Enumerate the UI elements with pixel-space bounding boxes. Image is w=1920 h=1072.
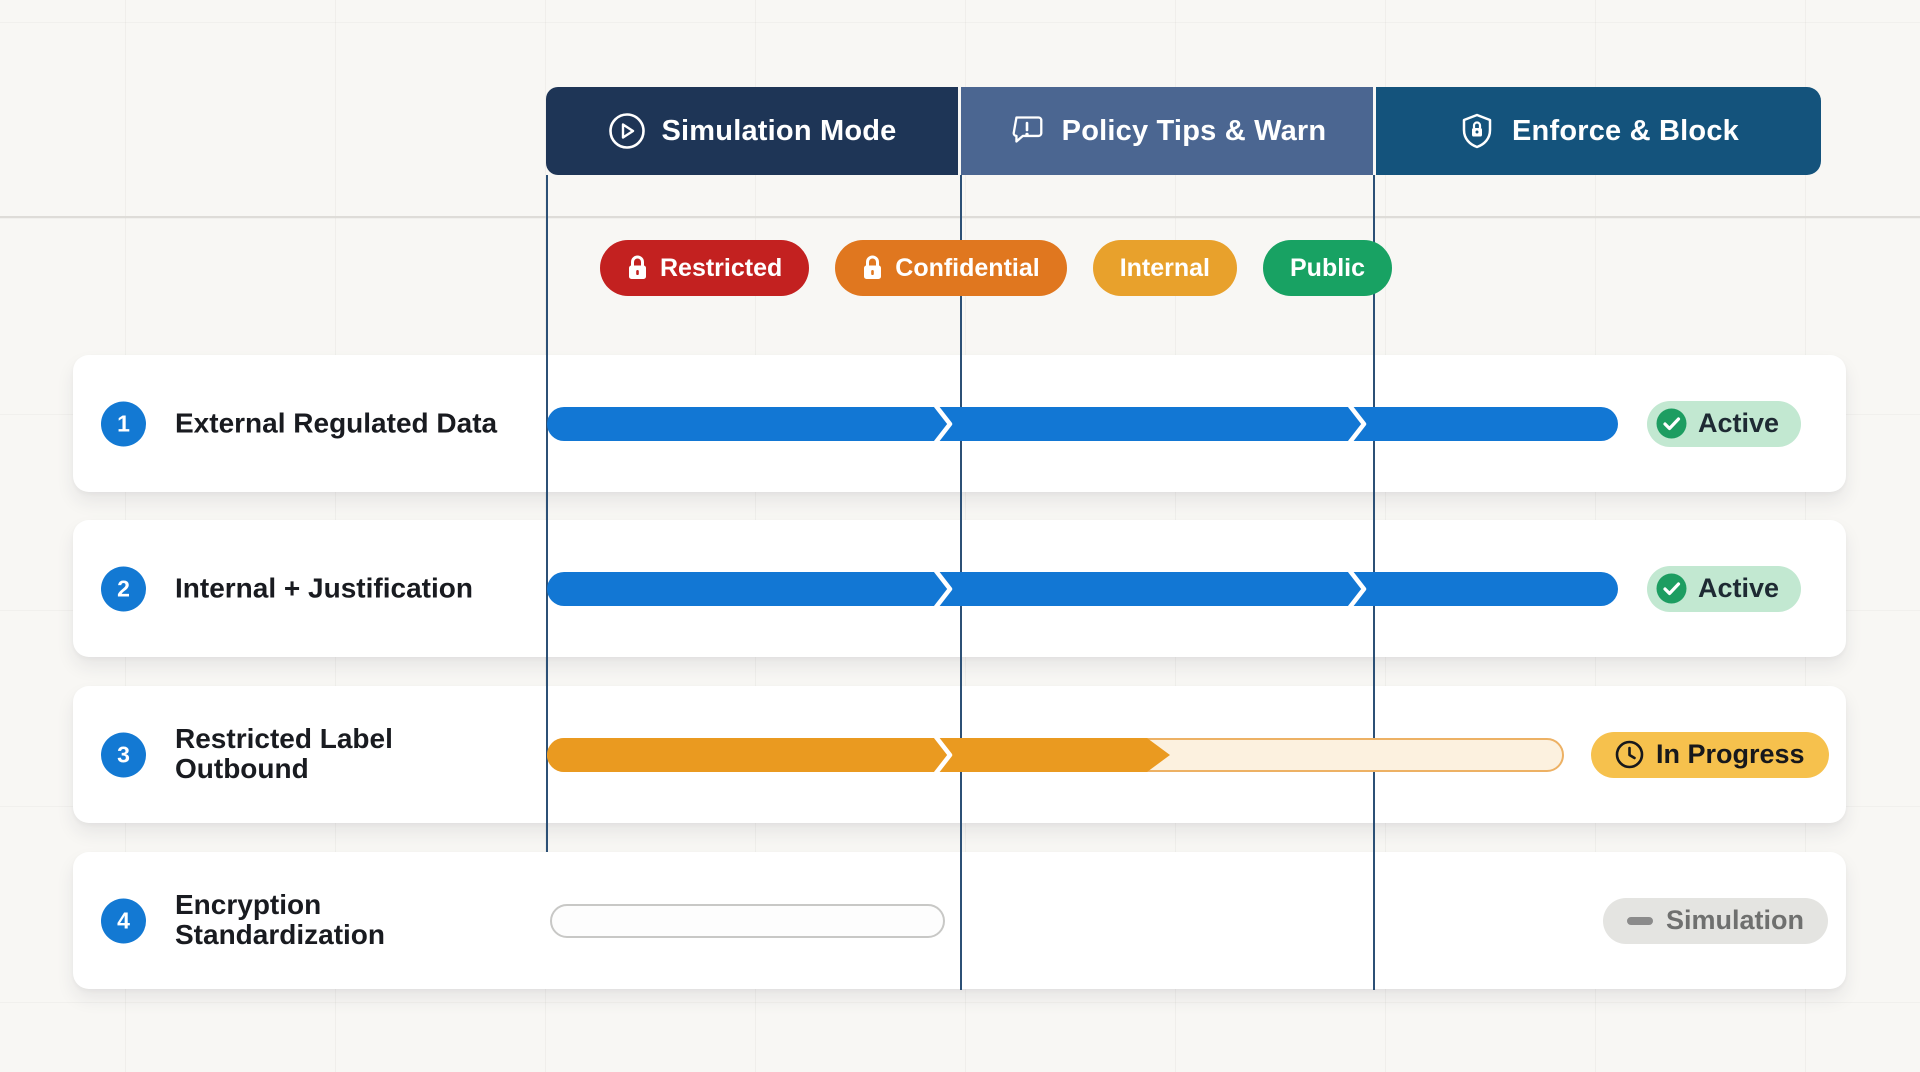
status-badge-label: Simulation [1666, 905, 1805, 935]
row-card-1: 1 External Regulated Data Active [73, 355, 1846, 492]
row-label: External Regulated Data [175, 407, 498, 439]
label-chip-text: Confidential [895, 253, 1040, 282]
label-chip-public[interactable]: Public [1263, 240, 1393, 296]
row-number-badge: 4 [101, 898, 146, 943]
chevron-right-icon [931, 401, 955, 447]
row-number-badge: 2 [101, 566, 146, 611]
chevron-right-icon [1345, 566, 1369, 612]
alert-bubble-icon [1008, 112, 1046, 150]
shield-lock-icon [1458, 112, 1496, 150]
status-badge-label: In Progress [1656, 739, 1805, 769]
play-circle-icon [608, 112, 646, 150]
chevron-right-icon [931, 566, 955, 612]
row-card-2: 2 Internal + Justification Active [73, 520, 1846, 657]
timeline-bar-blue [547, 571, 1618, 606]
dash-icon [1627, 916, 1653, 925]
status-badge-label: Active [1698, 408, 1780, 438]
status-badge-simulation: Simulation [1603, 897, 1829, 944]
phase-header-enforce-block[interactable]: Enforce & Block [1376, 87, 1821, 175]
timeline-bar-blue [547, 406, 1618, 441]
row-card-4: 4 Encryption Standardization Simulation [73, 852, 1846, 989]
label-chip-text: Restricted [660, 253, 783, 282]
label-chip-restricted[interactable]: Restricted [600, 240, 810, 296]
phase-header-policy-tips[interactable]: Policy Tips & Warn [961, 87, 1373, 175]
lock-icon [627, 255, 648, 281]
check-circle-icon [1656, 408, 1687, 439]
timeline-bar-empty [550, 903, 945, 938]
row-label: Restricted Label Outbound [175, 722, 393, 785]
label-chip-text: Public [1290, 253, 1366, 282]
timeline-bar-amber [547, 737, 1147, 772]
row-number-badge: 3 [101, 732, 146, 777]
phase-header-simulation-mode[interactable]: Simulation Mode [546, 87, 958, 175]
phase-boundary-line [546, 175, 548, 852]
phase-header-label: Policy Tips & Warn [1061, 114, 1327, 147]
label-chip-text: Internal [1119, 253, 1210, 282]
row-number-badge: 1 [101, 401, 146, 446]
label-chip-internal[interactable]: Internal [1092, 240, 1237, 296]
chevron-right-icon [1345, 401, 1369, 447]
row-card-3: 3 Restricted Label Outbound In Progress [73, 686, 1846, 823]
phase-header-label: Enforce & Block [1512, 114, 1739, 147]
row-label: Encryption Standardization [175, 888, 386, 951]
status-badge-in-progress: In Progress [1591, 731, 1829, 778]
classification-pills-row: Restricted Confidential Internal Public [600, 240, 1393, 296]
clock-icon [1615, 740, 1644, 769]
label-chip-confidential[interactable]: Confidential [835, 240, 1067, 296]
chevron-right-icon [931, 732, 955, 778]
status-badge-active: Active [1647, 400, 1802, 447]
status-badge-label: Active [1698, 573, 1780, 603]
bar-arrow-tip [1147, 737, 1170, 772]
status-badge-active: Active [1647, 565, 1802, 612]
check-circle-icon [1656, 573, 1687, 604]
lock-icon [862, 255, 883, 281]
phase-header-label: Simulation Mode [661, 114, 897, 147]
row-label: Internal + Justification [175, 572, 473, 604]
